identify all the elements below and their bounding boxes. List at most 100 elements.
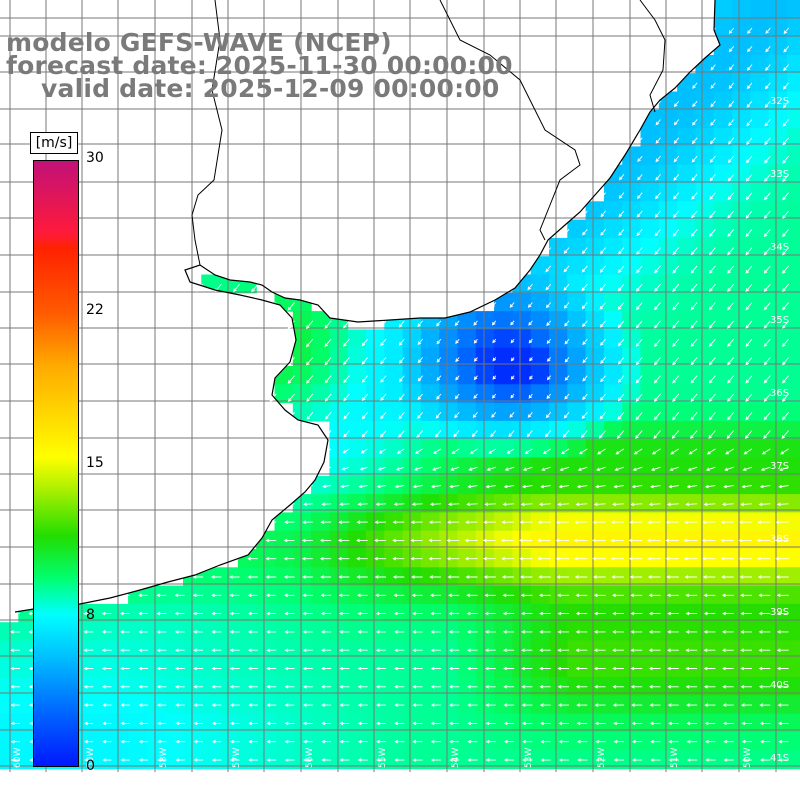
wind-arrow (685, 630, 698, 634)
wind-arrow (611, 575, 624, 579)
wind-cell (585, 311, 605, 330)
wind-arrow (727, 412, 735, 421)
wind-arrow (617, 357, 625, 365)
wind-cell (384, 603, 404, 623)
wind-cell (585, 713, 605, 733)
wind-cell (603, 457, 623, 477)
wind-cell (457, 384, 477, 404)
wind-arrow (546, 375, 552, 381)
wind-cell (622, 457, 642, 477)
wind-cell (750, 109, 770, 129)
wind-arrow (411, 502, 423, 507)
wind-arrow (485, 721, 496, 726)
wind-arrow (375, 666, 386, 671)
wind-cell (494, 366, 513, 385)
wind-arrow (10, 739, 20, 744)
wind-arrow (672, 412, 680, 421)
wind-cell (732, 457, 751, 477)
wind-arrow (783, 46, 789, 53)
wind-arrow (527, 283, 533, 291)
wind-cell (640, 420, 660, 440)
wind-arrow (449, 739, 460, 744)
wind-arrow (248, 685, 258, 689)
wind-arrow (564, 357, 570, 363)
wind-arrow (430, 666, 441, 671)
wind-arrow (600, 338, 606, 346)
wind-cell (384, 420, 404, 440)
wind-cell (292, 622, 312, 642)
wind-arrow (562, 430, 570, 438)
wind-cell (768, 128, 788, 147)
wind-cell (274, 732, 294, 751)
wind-cell (768, 457, 788, 477)
wind-arrow (765, 27, 771, 34)
lat-label: 37S (770, 461, 789, 472)
wind-arrow (540, 739, 551, 744)
wind-cell (201, 622, 221, 642)
lon-label: 53W (524, 748, 534, 768)
wind-arrow (672, 338, 680, 347)
wind-arrow (375, 630, 386, 634)
wind-arrow (450, 466, 460, 471)
wind-cell (237, 640, 257, 660)
wind-arrow (357, 630, 368, 634)
wind-arrow (467, 685, 478, 689)
wind-arrow (692, 100, 698, 108)
wind-arrow (321, 666, 332, 671)
wind-arrow (763, 412, 771, 421)
wind-arrow (394, 666, 405, 671)
wind-cell (402, 402, 422, 422)
wind-arrow (728, 137, 735, 145)
wind-arrow (412, 484, 423, 489)
wind-arrow (321, 502, 332, 507)
wind-arrow (781, 412, 789, 421)
wind-arrow (782, 119, 789, 127)
wind-cell (530, 695, 550, 715)
wind-arrow (321, 739, 332, 744)
wind-arrow (375, 739, 386, 744)
wind-cell (677, 109, 696, 129)
wind-arrow (528, 393, 533, 399)
wind-cell (146, 713, 166, 733)
wind-cell (585, 750, 605, 770)
wind-cell (274, 585, 294, 605)
wind-arrow (284, 758, 295, 762)
wind-arrow (727, 283, 735, 293)
wind-arrow (394, 703, 405, 707)
wind-cell (768, 164, 788, 184)
wind-arrow (192, 575, 203, 579)
wind-arrow (303, 502, 313, 507)
wind-cell (420, 677, 440, 696)
wind-cell (366, 603, 385, 623)
wind-arrow (632, 466, 643, 472)
wind-arrow (430, 739, 441, 744)
wind-cell (732, 146, 751, 166)
wind-arrow (556, 575, 569, 579)
wind-cell (658, 732, 678, 751)
wind-cell (512, 750, 532, 770)
wind-cell (512, 366, 532, 385)
wind-arrow (467, 703, 478, 707)
wind-arrow (612, 611, 624, 616)
wind-arrow (545, 283, 552, 291)
wind-cell (18, 677, 38, 696)
wind-arrow (410, 538, 423, 543)
wind-arrow (503, 484, 515, 489)
wind-cell (732, 109, 751, 129)
wind-arrow (617, 302, 625, 311)
wind-cell (713, 18, 733, 38)
wind-arrow (394, 739, 405, 744)
wind-arrow (778, 739, 789, 744)
wind-arrow (746, 137, 753, 145)
wind-arrow (635, 393, 643, 402)
wind-arrow (521, 685, 533, 689)
wind-arrow (758, 502, 771, 507)
wind-cell (402, 622, 422, 642)
wind-cell (164, 640, 184, 660)
wind-cell (695, 201, 715, 221)
wind-cell (420, 713, 440, 733)
wind-cell (494, 457, 513, 477)
wind-arrow (519, 538, 533, 543)
wind-arrow (672, 357, 680, 366)
